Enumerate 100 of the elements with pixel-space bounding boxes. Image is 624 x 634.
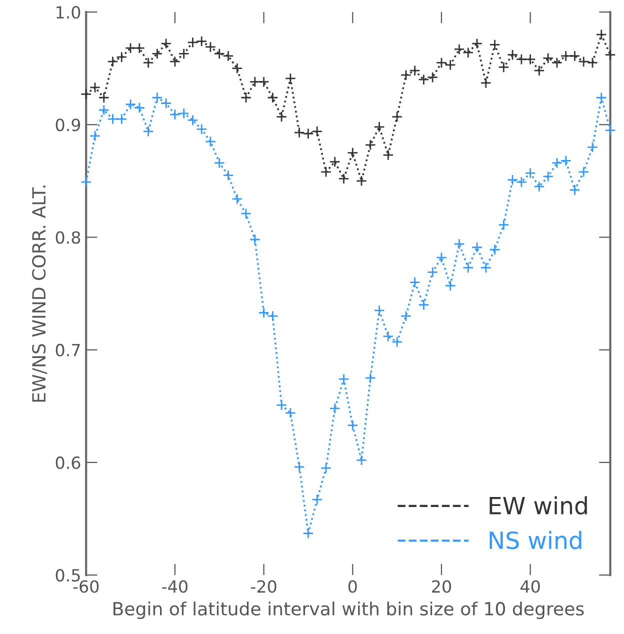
point xyxy=(284,72,296,84)
point xyxy=(596,29,607,40)
point xyxy=(294,126,305,138)
point xyxy=(436,252,448,264)
point xyxy=(374,304,385,316)
point xyxy=(284,407,296,418)
point xyxy=(427,266,438,278)
point xyxy=(374,121,385,132)
y-tick-label: 0.6 xyxy=(56,456,80,470)
y-tick-label: 0.7 xyxy=(56,344,80,356)
point xyxy=(356,454,368,466)
point xyxy=(276,111,288,122)
point xyxy=(480,77,492,89)
x-tick-label: 40 xyxy=(520,580,540,593)
point xyxy=(320,166,332,178)
point xyxy=(489,39,500,50)
point xyxy=(222,50,234,62)
point xyxy=(560,50,572,62)
point xyxy=(196,36,208,47)
y-tick-label: 0.8 xyxy=(56,231,80,244)
point xyxy=(596,92,607,104)
point xyxy=(524,54,536,65)
point xyxy=(454,44,465,55)
point xyxy=(160,98,172,109)
y-tick-label: 0.5 xyxy=(56,569,80,582)
point xyxy=(506,174,518,186)
point xyxy=(427,72,438,83)
point xyxy=(400,70,412,81)
point xyxy=(418,299,430,310)
point xyxy=(524,168,536,179)
point xyxy=(586,142,598,153)
point xyxy=(312,126,323,137)
point xyxy=(347,147,358,158)
point xyxy=(80,88,92,100)
point xyxy=(107,56,118,68)
point xyxy=(187,114,198,126)
point xyxy=(364,372,376,384)
point xyxy=(551,57,563,68)
y-axis-title: EW/NS WIND CORR. ALT. xyxy=(32,186,48,402)
point xyxy=(89,130,101,142)
point xyxy=(534,65,545,76)
point xyxy=(267,310,278,322)
point xyxy=(294,461,305,472)
point xyxy=(258,307,270,318)
point xyxy=(222,170,234,181)
point xyxy=(258,76,270,88)
point xyxy=(142,57,154,68)
point xyxy=(392,111,403,122)
point xyxy=(436,57,448,68)
point xyxy=(578,56,590,68)
y-tick-label: 1.0 xyxy=(56,6,80,19)
point xyxy=(107,113,118,125)
point xyxy=(169,56,181,68)
point xyxy=(98,104,110,116)
point xyxy=(347,420,358,431)
point xyxy=(302,128,314,140)
point xyxy=(471,242,483,253)
point xyxy=(604,49,616,60)
point xyxy=(312,494,323,506)
point xyxy=(551,157,563,168)
point xyxy=(116,52,128,63)
point xyxy=(329,156,340,168)
point xyxy=(232,193,243,205)
point xyxy=(462,262,474,274)
point xyxy=(204,136,216,148)
point xyxy=(98,92,110,104)
point xyxy=(454,238,465,250)
point xyxy=(160,38,172,50)
x-tick-label: 20 xyxy=(432,580,451,593)
point xyxy=(471,38,483,50)
point xyxy=(569,50,580,62)
point xyxy=(169,108,181,120)
point xyxy=(409,65,420,76)
point xyxy=(89,82,101,94)
point xyxy=(534,181,545,192)
point xyxy=(392,336,403,348)
point xyxy=(506,49,518,60)
point xyxy=(498,62,510,73)
point xyxy=(542,170,554,182)
x-axis-title: Begin of latitude interval with bin size of 10 degrees xyxy=(114,602,584,620)
point xyxy=(249,76,260,88)
point xyxy=(204,41,216,53)
point xyxy=(178,48,190,60)
point xyxy=(329,402,340,414)
point xyxy=(134,42,145,54)
point xyxy=(400,310,412,322)
point xyxy=(418,74,430,86)
point xyxy=(569,184,580,196)
point xyxy=(232,62,243,74)
point xyxy=(489,244,500,256)
point xyxy=(356,175,368,186)
point xyxy=(542,52,554,64)
point xyxy=(134,102,145,114)
point xyxy=(462,47,474,58)
point xyxy=(338,173,350,184)
point xyxy=(586,57,598,68)
point xyxy=(382,149,394,161)
point xyxy=(152,92,163,104)
point xyxy=(142,126,154,137)
point xyxy=(516,176,527,188)
